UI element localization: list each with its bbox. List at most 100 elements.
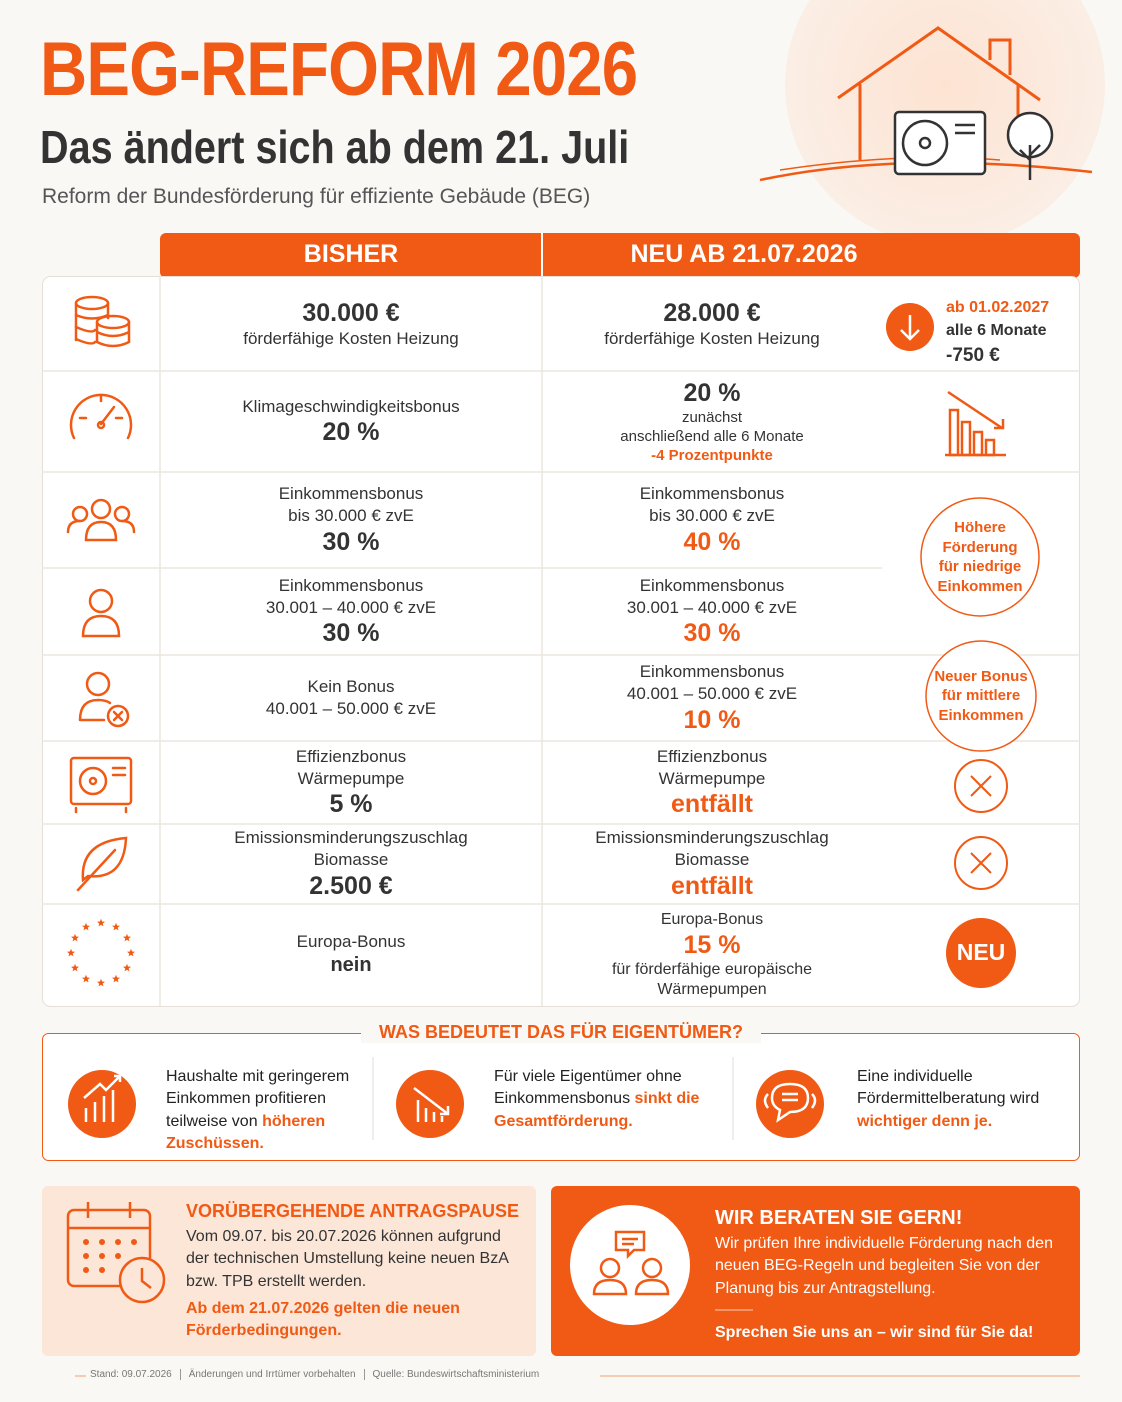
graphic [76,848,117,892]
column-header: NEU AB 21.07.2026 [630,240,858,268]
eu-star [97,918,105,927]
graphic [78,393,124,420]
description: Reform der Bundesförderung für effizient… [42,185,591,208]
cell-text: Wärmepumpe [297,768,405,788]
cell-text: Emissionsminderungszuschlag [234,828,468,848]
new-cell: Einkommensbonus bis 30.000 € zvE 40 % [542,472,882,568]
implication-icon-lines [83,1074,817,1123]
graphic [106,704,130,728]
graphic [83,1267,89,1273]
table-lines [42,276,1080,1006]
old-cell: 30.000 € förderfähige Kosten Heizung [160,276,542,371]
cell-text: Einkommensbonus [278,484,424,504]
row-note: ab 01.02.2027 alle 6 Monate -750 € [946,296,1049,370]
graphic [74,766,128,814]
graphic [770,1082,810,1123]
eu-star [112,974,120,983]
title: BEG-REFORM 2026 [40,27,638,112]
new-cell: Einkommensbonus 30.001 – 40.000 € zvE 30 % [542,568,882,655]
new-cell: Einkommensbonus 40.001 – 50.000 € zvE 10 % [542,655,882,741]
cell-value: 15 % [683,931,741,959]
old-cell: Einkommensbonus 30.001 – 40.000 € zvE 30 % [160,568,542,655]
heat-pump-icon [69,756,133,814]
graphic [893,110,987,176]
graphic [112,710,124,722]
new-cell: Effizienzbonus Wärmepumpe entfällt [542,741,882,824]
cell-text: Kein Bonus [307,677,395,697]
eu-star [82,922,90,931]
notice-box [42,1186,536,1356]
note-date: ab 01.02.2027 [946,299,1050,316]
contact-closing: Sprechen Sie uns an – wir sind für Sie d… [715,1324,1034,1341]
graphic [970,775,992,797]
coins-icon [74,295,131,348]
cell-value: 2.500 € [309,871,393,900]
notice-text: Vom 09.07. bis 20.07.2026 können aufgrun… [186,1228,508,1290]
calendar-dots [83,1239,137,1273]
graphic [918,136,932,150]
graphic [66,519,82,534]
graphic [99,1239,105,1245]
implications-dividers [372,1057,734,1140]
implication-text: Haushalte mit geringerem Einkommen profi… [166,1068,350,1130]
implication: Haushalte mit geringerem Einkommen profi… [166,1066,351,1156]
graphic [1019,144,1041,180]
graphic [81,614,121,638]
person-icon [81,588,121,638]
graphic [972,430,984,457]
graphic [954,836,1008,890]
cell-text: für förderfähige europäische Wärmepumpen [611,961,813,998]
graphic [83,1253,89,1259]
cell-text: bis 30.000 € zvE [649,506,775,525]
eu-star [71,963,79,972]
contact-box [551,1186,1080,1356]
table-header-bg [160,233,1080,278]
graphic [955,123,975,135]
cell-text: Einkommensbonus [278,575,424,595]
person-no-bonus-icon [78,671,130,728]
cell-text: zunächst [681,408,743,426]
new-cell: Emissionsminderungszuschlag Biomasse entfä… [542,824,882,904]
graphic [970,852,992,874]
graphic [954,759,1008,813]
cell-highlight: -4 Prozentpunkte [651,447,773,465]
eu-star [123,963,131,972]
cell-text: Europa-Bonus [296,932,406,952]
old-cell: Kein Bonus 40.001 – 50.000 € zvE [160,655,542,741]
graphic [984,438,996,457]
note-amount: -750 € [946,345,1000,367]
cell-value: 20 % [683,378,741,407]
graphic [837,26,1041,102]
graphic [95,320,131,348]
cell-value: 5 % [329,790,373,819]
footer-separator [363,1369,365,1380]
cell-value: 30.000 € [302,298,400,327]
graphic [763,1093,817,1109]
footer: Stand: 09.07.2026 Änderungen und Irrtüme… [90,1369,539,1380]
note-circle [925,640,1037,752]
note-circle [920,497,1040,617]
cell-value: 20 % [322,418,380,447]
cell-text: Wärmepumpe [658,768,766,788]
graphic [947,390,1005,430]
contact-title: WIR BERATEN SIE GERN! [715,1207,963,1229]
implication-text: Für viele Eigentümer ohne Einkommensbonu… [494,1068,682,1108]
graphic [960,420,972,457]
graphic [614,1230,646,1260]
down-arrow [900,315,920,341]
graphic [88,776,98,786]
graphic [68,1070,136,1138]
graphic [592,1278,628,1296]
group-icon [66,498,136,542]
removed-icons [954,759,1008,890]
footer-separator [179,1369,181,1380]
cell-text: Einkommensbonus [639,575,785,595]
new-cell: 20 % zunächst anschließend alle 6 Monate -4… [542,371,882,472]
old-cell: Einkommensbonus bis 30.000 € zvE 30 % [160,472,542,568]
graphic [115,1239,121,1245]
graphic [396,1070,464,1138]
graphic [78,766,108,796]
